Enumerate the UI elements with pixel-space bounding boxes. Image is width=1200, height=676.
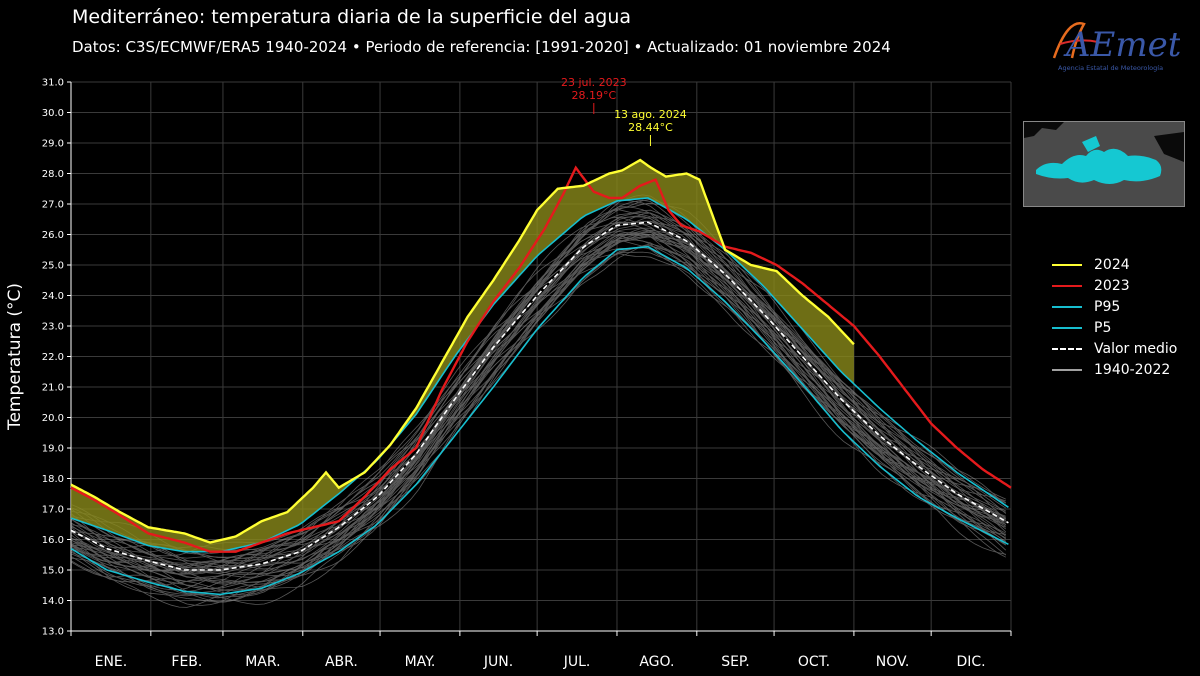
legend-label: 1940-2022 <box>1094 361 1171 378</box>
background-years-group <box>70 194 1007 608</box>
background-year-line <box>70 245 1006 591</box>
background-year-line <box>70 222 1007 590</box>
month-label: NOV. <box>876 654 909 670</box>
y-tick-label: 17.0 <box>42 505 64 516</box>
legend-item: 2024 <box>1052 254 1177 275</box>
background-year-line <box>70 239 1007 603</box>
legend-label: Valor medio <box>1094 340 1178 357</box>
y-tick-label: 18.0 <box>42 474 64 485</box>
y-tick-label: 16.0 <box>42 535 64 546</box>
series-line-valor-medio <box>70 221 1009 571</box>
series-line-p5 <box>70 245 1009 596</box>
aemet-logo-mark: AEmet Agencia Estatal de Meteorología <box>1052 21 1182 72</box>
legend-item: P95 <box>1052 296 1177 317</box>
legend-swatch <box>1052 326 1082 329</box>
month-label: DIC. <box>957 654 986 670</box>
chart-title: Mediterráneo: temperatura diaria de la s… <box>72 6 632 28</box>
background-year-line <box>70 233 1007 584</box>
annotation-date: 23 jul. 2023 <box>561 76 627 89</box>
y-tick-label: 30.0 <box>42 108 64 119</box>
month-label: FEB. <box>171 654 202 670</box>
month-label: JUN. <box>483 654 513 670</box>
month-label: SEP. <box>721 654 749 670</box>
legend-label: P5 <box>1094 319 1112 336</box>
background-year-line <box>70 234 1006 595</box>
background-year-line <box>70 236 1006 590</box>
background-year-line <box>70 220 1006 564</box>
annotation-value: 28.19°C <box>571 89 616 102</box>
legend-label: 2024 <box>1094 256 1130 273</box>
legend-swatch <box>1052 263 1082 266</box>
y-tick-label: 19.0 <box>42 444 64 455</box>
legend-label: P95 <box>1094 298 1121 315</box>
y-axis-label: Temperatura (°C) <box>5 283 25 431</box>
y-tick-label: 21.0 <box>42 383 64 394</box>
logo-tagline: Agencia Estatal de Meteorología <box>1058 64 1163 72</box>
legend-item: P5 <box>1052 317 1177 338</box>
month-label: OCT. <box>798 654 830 670</box>
background-year-line <box>70 230 1006 572</box>
aemet-logo: AEmet Agencia Estatal de Meteorología <box>1050 14 1182 74</box>
y-tick-label: 24.0 <box>42 291 64 302</box>
y-tick-label: 31.0 <box>42 78 64 89</box>
legend-swatch <box>1052 305 1082 308</box>
y-tick-label: 13.0 <box>42 627 64 638</box>
logo-wordmark: AEmet <box>1063 25 1180 65</box>
legend-swatch <box>1052 284 1082 287</box>
y-tick-label: 26.0 <box>42 230 64 241</box>
background-year-line <box>70 232 1007 603</box>
background-year-line <box>70 221 1006 575</box>
y-tick-label: 27.0 <box>42 200 64 211</box>
month-label: ENE. <box>95 654 128 670</box>
mediterranean-inset-map <box>1023 121 1185 207</box>
legend-swatch <box>1052 368 1082 371</box>
y-tick-label: 29.0 <box>42 139 64 150</box>
legend-swatch <box>1052 347 1082 350</box>
y-tick-label: 25.0 <box>42 261 64 272</box>
annotation-value: 28.44°C <box>628 121 673 134</box>
month-label: MAR. <box>245 654 280 670</box>
legend-item: 1940-2022 <box>1052 359 1177 380</box>
series-line-p95 <box>70 197 1009 553</box>
legend-label: 2023 <box>1094 277 1130 294</box>
month-label: MAY. <box>405 654 436 670</box>
legend-item: 2023 <box>1052 275 1177 296</box>
month-label: ABR. <box>325 654 358 670</box>
legend: 2024 2023 P95 P5 Valor medio 1940-2022 <box>1052 254 1177 380</box>
annotation-date: 13 ago. 2024 <box>614 108 687 121</box>
series-line-2024 <box>70 158 855 544</box>
month-label: JUL. <box>563 654 591 670</box>
y-tick-label: 20.0 <box>42 413 64 424</box>
background-year-line <box>70 251 1007 599</box>
series-line-2023 <box>70 165 1012 553</box>
y-tick-label: 23.0 <box>42 322 64 333</box>
chart-subtitle: Datos: C3S/ECMWF/ERA5 1940-2024 • Period… <box>72 38 891 56</box>
y-tick-label: 28.0 <box>42 169 64 180</box>
y-tick-label: 22.0 <box>42 352 64 363</box>
background-year-line <box>70 212 1007 578</box>
y-tick-label: 15.0 <box>42 566 64 577</box>
mediterranean-map <box>1024 122 1184 206</box>
background-year-line <box>70 199 1007 567</box>
background-year-line <box>70 231 1006 575</box>
y-tick-label: 14.0 <box>42 596 64 607</box>
legend-item: Valor medio <box>1052 338 1177 359</box>
background-year-line <box>70 230 1007 575</box>
month-label: AGO. <box>639 654 674 670</box>
